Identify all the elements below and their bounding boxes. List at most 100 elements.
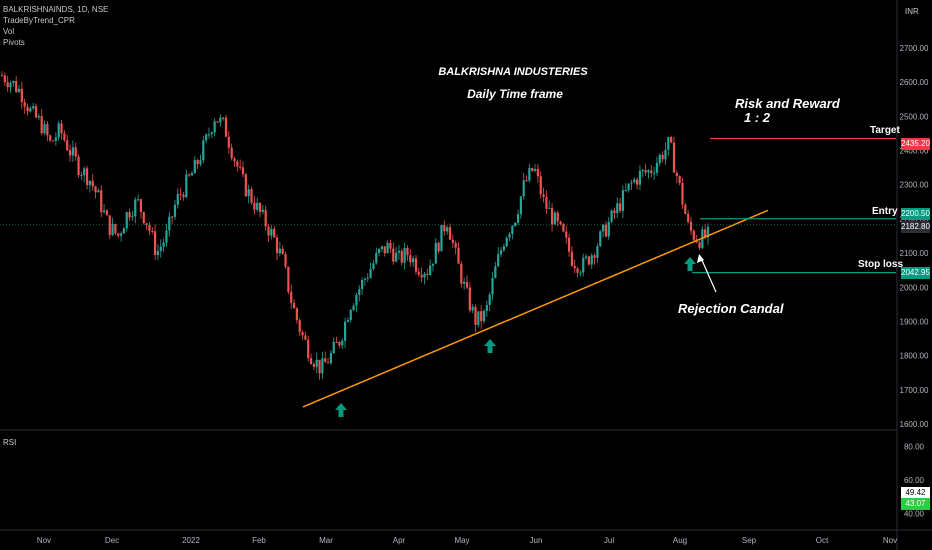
- candle-body: [23, 101, 26, 107]
- candle-body: [706, 226, 710, 238]
- time-tick-label: 2022: [182, 536, 200, 545]
- candle-body: [542, 194, 545, 197]
- symbol-line[interactable]: BALKRISHNAINDS, 1D, NSE: [3, 5, 109, 14]
- candle-body: [488, 294, 491, 305]
- candle-body: [545, 196, 548, 209]
- time-tick-label: Feb: [252, 536, 266, 545]
- candle-body: [550, 207, 554, 225]
- candle-body: [593, 255, 596, 258]
- chart-title: BALKRISHNA INDUSTERIES: [438, 66, 588, 78]
- candle-body: [672, 142, 676, 173]
- price-tick-label: 1900.00: [900, 317, 929, 326]
- candle-body: [77, 156, 80, 176]
- candle-body: [83, 168, 86, 176]
- candle-body: [205, 134, 208, 141]
- indicator-pivots[interactable]: Pivots: [3, 38, 25, 47]
- candle-body: [482, 310, 486, 322]
- candle-body: [451, 239, 454, 243]
- candle-body: [548, 207, 551, 209]
- price-tick-label: 1600.00: [900, 420, 929, 429]
- candle-body: [573, 265, 576, 269]
- candle-body: [414, 258, 418, 272]
- candle-body: [80, 175, 83, 177]
- indicator-vol[interactable]: Vol: [3, 27, 15, 36]
- candle-body: [273, 228, 276, 238]
- rsi-tick-label: 40.00: [904, 509, 925, 518]
- candle-body: [117, 233, 120, 236]
- candle-body: [162, 242, 165, 247]
- candle-body: [630, 182, 633, 184]
- candle-body: [491, 277, 494, 295]
- candle-body: [102, 210, 106, 213]
- candle-body: [349, 310, 352, 321]
- candle-body: [105, 210, 109, 216]
- candle-body: [661, 154, 664, 160]
- candle-body: [508, 234, 511, 238]
- candle-body: [66, 140, 69, 151]
- up-arrow-icon: [484, 339, 496, 353]
- rsi-tick-label: 60.00: [904, 476, 925, 485]
- candle-body: [658, 154, 661, 163]
- candle-body: [366, 277, 369, 279]
- candle-body: [241, 167, 245, 175]
- candle-body: [559, 221, 562, 224]
- rsi-label[interactable]: RSI: [3, 438, 17, 447]
- candle-body: [0, 75, 4, 77]
- rsi-value-badge-a: 49.42: [901, 487, 930, 499]
- candle-body: [533, 169, 537, 171]
- candle-body: [139, 199, 143, 212]
- price-tick-label: 2400.00: [900, 147, 929, 156]
- candle-body: [397, 250, 401, 253]
- indicator-cpr[interactable]: TradeByTrend_CPR: [3, 16, 75, 25]
- candle-body: [199, 160, 202, 165]
- candle-body: [332, 342, 335, 354]
- candle-body: [346, 320, 350, 322]
- candle-body: [426, 273, 429, 275]
- candle-body: [304, 335, 307, 340]
- candle-body: [239, 166, 242, 168]
- candle-body: [400, 250, 403, 263]
- candle-body: [168, 216, 171, 231]
- arrows: [335, 254, 717, 417]
- candle-body: [329, 353, 332, 364]
- candle-body: [627, 183, 630, 190]
- candle-body: [108, 215, 111, 236]
- candle-body: [494, 266, 497, 278]
- target-price-badge: 2435.20: [901, 138, 930, 150]
- candle-body: [173, 204, 177, 217]
- time-tick-label: Apr: [393, 536, 406, 545]
- candle-body: [596, 246, 599, 258]
- candle-body: [497, 254, 500, 267]
- candle-body: [409, 255, 412, 263]
- candle-body: [324, 358, 327, 363]
- candle-body: [326, 362, 330, 364]
- price-tick-label: 2700.00: [900, 44, 929, 53]
- rsi-pane: 80.00 60.00 40.00: [904, 443, 925, 519]
- candle-body: [647, 170, 650, 173]
- time-tick-label: May: [454, 536, 469, 545]
- candle-body: [125, 212, 128, 229]
- candle-body: [182, 194, 185, 198]
- candle-body: [26, 106, 29, 112]
- price-tick-label: 1800.00: [900, 352, 929, 361]
- candle-body: [474, 306, 477, 326]
- candle-body: [641, 169, 644, 171]
- candle-body: [689, 221, 693, 231]
- candle-body: [151, 231, 154, 233]
- candle-body: [448, 227, 452, 240]
- candle-body: [525, 180, 528, 182]
- candle-body: [94, 186, 97, 193]
- candle-body: [301, 332, 304, 336]
- candle-body: [292, 302, 296, 309]
- candle-body: [111, 223, 114, 236]
- candle-body: [114, 223, 117, 234]
- candle-body: [85, 168, 89, 186]
- candle-body: [375, 252, 378, 264]
- candle-body: [446, 227, 449, 232]
- candle-body: [88, 180, 91, 186]
- candle-body: [256, 202, 259, 210]
- candle-body: [60, 123, 63, 134]
- candle-body: [176, 194, 179, 205]
- time-tick-label: Aug: [673, 536, 687, 545]
